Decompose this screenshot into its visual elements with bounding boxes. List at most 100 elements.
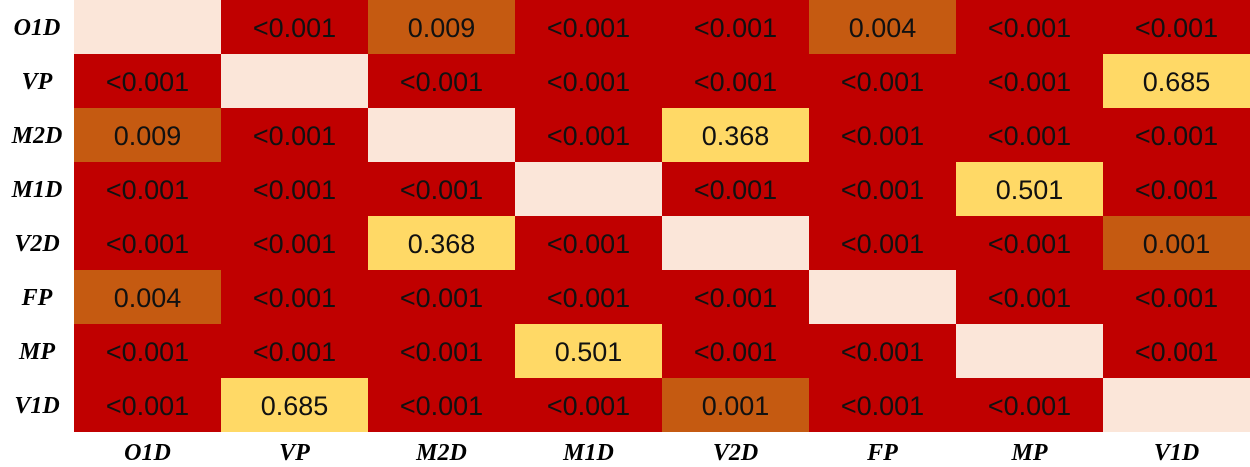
heatmap-cell-m1d-m1d bbox=[515, 162, 662, 216]
heatmap-cell-m2d-v1d bbox=[1103, 108, 1250, 162]
heatmap-cell-m1d-o1d bbox=[74, 162, 221, 216]
heatmap-cell-vp-vp bbox=[221, 54, 368, 108]
cell-value-m2d-v2d: 0.368 bbox=[702, 121, 770, 151]
heatmap-cell-v1d-mp bbox=[956, 378, 1103, 432]
cell-value-m2d-fp: <0.001 bbox=[841, 121, 924, 151]
heatmap-cell-fp-m2d bbox=[368, 270, 515, 324]
heatmap-cell-o1d-mp bbox=[956, 0, 1103, 54]
heatmap-cell-o1d-fp bbox=[809, 0, 956, 54]
heatmap-cell-v1d-m1d bbox=[515, 378, 662, 432]
heatmap-cell-m1d-fp bbox=[809, 162, 956, 216]
cell-value-m1d-fp: <0.001 bbox=[841, 175, 924, 205]
heatmap-cell-v2d-fp bbox=[809, 216, 956, 270]
heatmap-cell-fp-o1d bbox=[74, 270, 221, 324]
cell-value-fp-m2d: <0.001 bbox=[400, 283, 483, 313]
heatmap-cell-o1d-m2d bbox=[368, 0, 515, 54]
cell-value-vp-mp: <0.001 bbox=[988, 67, 1071, 97]
cell-value-m1d-vp: <0.001 bbox=[253, 175, 336, 205]
cell-value-fp-m1d: <0.001 bbox=[547, 283, 630, 313]
heatmap-cell-mp-m2d bbox=[368, 324, 515, 378]
heatmap-cell-v1d-v1d bbox=[1103, 378, 1250, 432]
column-label-v2d: V2D bbox=[713, 440, 758, 466]
cell-value-v1d-fp: <0.001 bbox=[841, 391, 924, 421]
row-labels: O1D VP M2D M1D V2D FP MP V1D bbox=[11, 15, 63, 419]
cell-value-v1d-o1d: <0.001 bbox=[106, 391, 189, 421]
cell-value-vp-m1d: <0.001 bbox=[547, 67, 630, 97]
cell-value-fp-v1d: <0.001 bbox=[1135, 283, 1218, 313]
heatmap-cell-mp-m1d bbox=[515, 324, 662, 378]
heatmap-cell-mp-mp bbox=[956, 324, 1103, 378]
heatmap-cell-o1d-o1d bbox=[74, 0, 221, 54]
heatmap-cell-vp-m1d bbox=[515, 54, 662, 108]
heatmap-cell-vp-o1d bbox=[74, 54, 221, 108]
cell-value-vp-fp: <0.001 bbox=[841, 67, 924, 97]
heatmap-cell-mp-v2d bbox=[662, 324, 809, 378]
cell-value-v2d-fp: <0.001 bbox=[841, 229, 924, 259]
cell-value-fp-o1d: 0.004 bbox=[114, 283, 182, 313]
heatmap-cell-vp-fp bbox=[809, 54, 956, 108]
cell-value-mp-vp: <0.001 bbox=[253, 337, 336, 367]
cell-value-v2d-m2d: 0.368 bbox=[408, 229, 476, 259]
heatmap-cell-v1d-m2d bbox=[368, 378, 515, 432]
column-label-fp: FP bbox=[866, 440, 898, 466]
cell-value-mp-m2d: <0.001 bbox=[400, 337, 483, 367]
heatmap-cell-m2d-m1d bbox=[515, 108, 662, 162]
cell-value-vp-v1d: 0.685 bbox=[1143, 67, 1211, 97]
cell-value-v1d-v2d: 0.001 bbox=[702, 391, 770, 421]
heatmap-cell-fp-v2d bbox=[662, 270, 809, 324]
cell-value-o1d-vp: <0.001 bbox=[253, 13, 336, 43]
cell-value-o1d-v1d: <0.001 bbox=[1135, 13, 1218, 43]
cell-value-v1d-m2d: <0.001 bbox=[400, 391, 483, 421]
heatmap-cell-o1d-m1d bbox=[515, 0, 662, 54]
heatmap-cell-mp-fp bbox=[809, 324, 956, 378]
cell-value-m2d-v1d: <0.001 bbox=[1135, 121, 1218, 151]
heatmap-cell-v2d-v2d bbox=[662, 216, 809, 270]
cell-value-m2d-o1d: 0.009 bbox=[114, 121, 182, 151]
heatmap-cell-vp-mp bbox=[956, 54, 1103, 108]
row-label-m1d: M1D bbox=[11, 177, 63, 203]
heatmap-cell-v2d-mp bbox=[956, 216, 1103, 270]
heatmap-cell-m2d-o1d bbox=[74, 108, 221, 162]
heatmap-cell-v2d-vp bbox=[221, 216, 368, 270]
heatmap-cell-m2d-vp bbox=[221, 108, 368, 162]
heatmap-cell-mp-v1d bbox=[1103, 324, 1250, 378]
column-labels: O1D VP M2D M1D V2D FP MP V1D bbox=[124, 440, 1199, 466]
heatmap-cell-o1d-vp bbox=[221, 0, 368, 54]
cell-value-m1d-v1d: <0.001 bbox=[1135, 175, 1218, 205]
cell-value-m1d-v2d: <0.001 bbox=[694, 175, 777, 205]
cell-value-m2d-mp: <0.001 bbox=[988, 121, 1071, 151]
column-label-m2d: M2D bbox=[415, 440, 467, 466]
cell-value-mp-v2d: <0.001 bbox=[694, 337, 777, 367]
cell-value-m1d-m2d: <0.001 bbox=[400, 175, 483, 205]
cell-value-v2d-m1d: <0.001 bbox=[547, 229, 630, 259]
heatmap-cell-o1d-v1d bbox=[1103, 0, 1250, 54]
row-label-vp: VP bbox=[22, 69, 53, 95]
cell-value-v1d-vp: 0.685 bbox=[261, 391, 329, 421]
heatmap-cell-m2d-m2d bbox=[368, 108, 515, 162]
cell-value-mp-v1d: <0.001 bbox=[1135, 337, 1218, 367]
heatmap-cells: <0.001 0.009 <0.001 <0.001 0.004 <0.001 <0.001… bbox=[74, 0, 1250, 432]
column-label-o1d: O1D bbox=[124, 440, 171, 466]
column-label-mp: MP bbox=[1011, 440, 1048, 466]
heatmap-cell-v1d-v2d bbox=[662, 378, 809, 432]
heatmap-cell-fp-vp bbox=[221, 270, 368, 324]
cell-value-fp-mp: <0.001 bbox=[988, 283, 1071, 313]
heatmap-cell-v1d-o1d bbox=[74, 378, 221, 432]
cell-value-v1d-mp: <0.001 bbox=[988, 391, 1071, 421]
heatmap-cell-fp-mp bbox=[956, 270, 1103, 324]
row-label-fp: FP bbox=[21, 285, 53, 311]
heatmap-cell-m1d-v1d bbox=[1103, 162, 1250, 216]
heatmap-cell-v2d-m1d bbox=[515, 216, 662, 270]
heatmap-cell-m1d-v2d bbox=[662, 162, 809, 216]
cell-value-m1d-mp: 0.501 bbox=[996, 175, 1064, 205]
cell-value-vp-m2d: <0.001 bbox=[400, 67, 483, 97]
row-label-m2d: M2D bbox=[11, 123, 63, 149]
cell-value-v2d-o1d: <0.001 bbox=[106, 229, 189, 259]
cell-value-m2d-vp: <0.001 bbox=[253, 121, 336, 151]
column-label-vp: VP bbox=[279, 440, 310, 466]
cell-value-vp-o1d: <0.001 bbox=[106, 67, 189, 97]
heatmap-cell-fp-m1d bbox=[515, 270, 662, 324]
cell-value-fp-vp: <0.001 bbox=[253, 283, 336, 313]
column-label-v1d: V1D bbox=[1154, 440, 1199, 466]
